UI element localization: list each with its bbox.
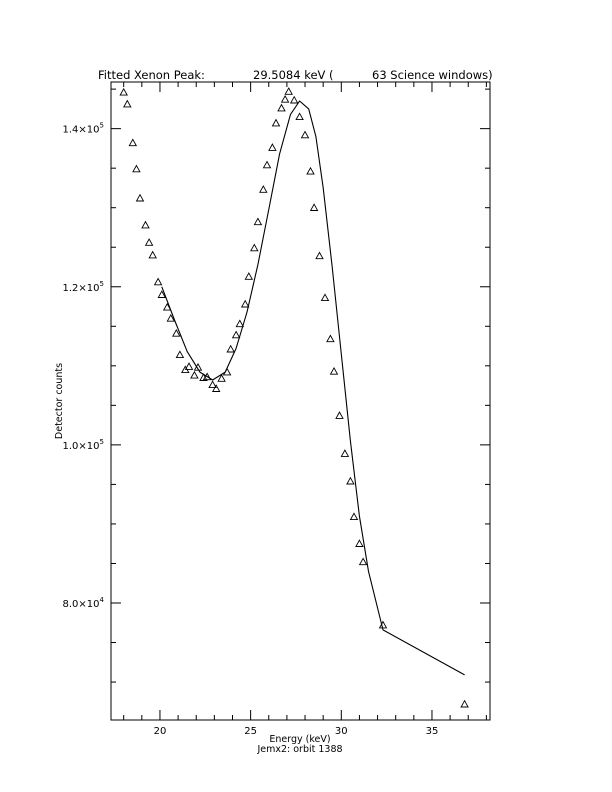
- data-point-triangle: [157, 290, 167, 298]
- data-point-triangle: [162, 302, 172, 311]
- data-point-triangle: [329, 366, 339, 375]
- data-point-triangle: [268, 143, 277, 151]
- y-tick-exponent: 5: [100, 280, 104, 288]
- data-markers: [119, 87, 469, 708]
- data-point-triangle: [349, 512, 359, 521]
- data-point-triangle: [226, 344, 235, 353]
- y-tick-label: 1.4×105: [63, 122, 104, 136]
- data-point-triangle: [259, 185, 268, 193]
- data-point-triangle: [326, 334, 335, 343]
- y-tick-exponent: 5: [100, 438, 104, 446]
- data-point-triangle: [284, 87, 293, 95]
- title-energy: 29.5084 keV (: [253, 68, 334, 82]
- data-point-triangle: [358, 557, 368, 566]
- data-point-triangle: [300, 130, 310, 139]
- data-point-triangle: [460, 699, 469, 708]
- data-point-triangle: [135, 193, 145, 202]
- y-tick-mantissa: 1.2×10: [63, 283, 100, 294]
- data-point-triangle: [335, 411, 344, 419]
- x-tick-label: 30: [335, 726, 348, 737]
- data-point-triangle: [148, 250, 157, 259]
- data-point-triangle: [132, 164, 141, 173]
- data-point-triangle: [144, 238, 154, 246]
- data-point-triangle: [289, 95, 299, 104]
- data-point-triangle: [211, 384, 221, 392]
- data-point-triangle: [253, 217, 263, 226]
- y-tick-mantissa: 8.0×10: [63, 599, 100, 610]
- data-point-triangle: [231, 330, 241, 339]
- data-point-triangle: [193, 362, 203, 371]
- x-tick-label: 20: [154, 726, 167, 737]
- title-label: Fitted Xenon Peak:: [98, 68, 205, 82]
- y-tick-exponent: 5: [100, 122, 104, 130]
- data-point-triangle: [119, 87, 128, 96]
- data-point-triangle: [172, 328, 181, 337]
- data-point-triangle: [271, 118, 281, 127]
- data-point-triangle: [217, 374, 226, 382]
- chart-caption: Jemx2: orbit 1388: [256, 744, 342, 755]
- data-point-triangle: [240, 299, 250, 308]
- data-point-triangle: [355, 539, 364, 547]
- data-point-triangle: [309, 203, 319, 211]
- x-tick-label: 25: [244, 726, 257, 737]
- data-point-triangle: [262, 160, 272, 169]
- data-point-triangle: [175, 350, 185, 359]
- data-point-triangle: [202, 372, 212, 381]
- y-tick-exponent: 4: [100, 596, 105, 604]
- data-point-triangle: [277, 103, 286, 112]
- y-axis-label: Detector counts: [54, 363, 65, 439]
- data-point-triangle: [250, 243, 259, 252]
- data-point-triangle: [340, 449, 350, 457]
- data-point-triangle: [378, 620, 388, 629]
- data-point-triangle: [128, 138, 138, 147]
- data-point-triangle: [295, 112, 304, 121]
- y-tick-label: 1.2×105: [63, 280, 104, 294]
- data-point-triangle: [315, 251, 324, 260]
- y-tick-mantissa: 1.0×10: [63, 441, 100, 452]
- data-point-triangle: [190, 370, 199, 379]
- data-point-triangle: [184, 362, 194, 370]
- x-axis: 20 25 30 35: [123, 82, 487, 737]
- data-point-triangle: [320, 293, 330, 302]
- data-point-triangle: [141, 220, 150, 229]
- fit-curve: [161, 100, 465, 676]
- y-tick-label: 1.0×105: [63, 438, 104, 452]
- title-windows: 63 Science windows): [372, 68, 493, 82]
- data-point-triangle: [153, 277, 163, 286]
- chart-title: Fitted Xenon Peak: 29.5084 keV ( 63 Scie…: [98, 68, 493, 82]
- fit-line: [161, 100, 465, 676]
- y-tick-mantissa: 1.4×10: [63, 125, 100, 136]
- data-point-triangle: [306, 166, 315, 175]
- data-point-triangle: [208, 380, 217, 389]
- data-point-triangle: [346, 476, 355, 485]
- data-point-triangle: [166, 313, 176, 322]
- data-point-triangle: [235, 319, 245, 328]
- x-axis-label: Energy (keV): [269, 734, 330, 745]
- plot-frame: [110, 81, 491, 721]
- data-point-triangle: [222, 367, 232, 376]
- data-point-triangle: [123, 99, 132, 108]
- data-point-triangle: [244, 272, 254, 280]
- data-point-triangle: [280, 94, 290, 103]
- x-tick-label: 35: [426, 726, 439, 737]
- y-tick-label: 8.0×104: [63, 596, 105, 610]
